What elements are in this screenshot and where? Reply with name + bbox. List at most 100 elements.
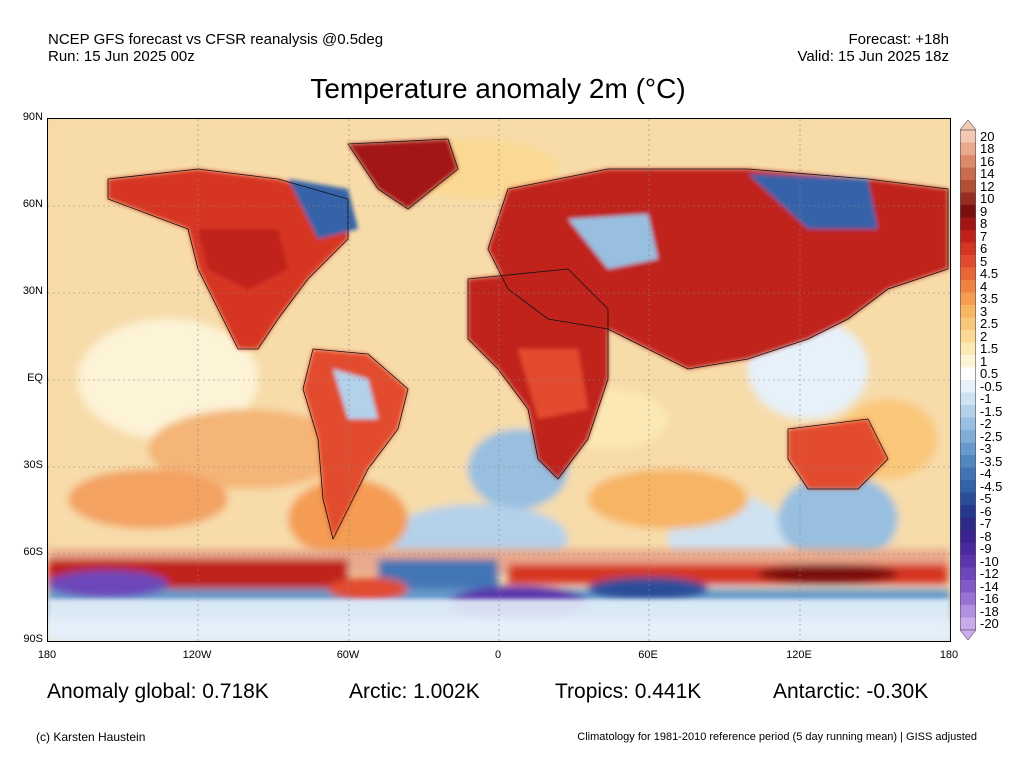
graticule bbox=[48, 119, 950, 641]
colorbar-label: 14 bbox=[980, 166, 995, 182]
colorbar-label: 9 bbox=[980, 203, 988, 219]
colorbar-bin bbox=[960, 130, 976, 143]
colorbar-label: 2.5 bbox=[980, 316, 999, 332]
colorbar-label: 2 bbox=[980, 328, 988, 344]
colorbar-bin bbox=[960, 217, 976, 231]
model-description: NCEP GFS forecast vs CFSR reanalysis @0.… bbox=[48, 31, 384, 48]
colorbar-label: 10 bbox=[980, 191, 995, 207]
anomaly-map bbox=[47, 118, 951, 642]
credit: (c) Karsten Haustein bbox=[36, 730, 146, 744]
lat-label-60n: 60N bbox=[22, 198, 43, 210]
lat-label-30s: 30S bbox=[23, 459, 43, 471]
colorbar bbox=[960, 120, 976, 640]
colorbar-label: -2.5 bbox=[980, 428, 1003, 444]
land-anomaly-field bbox=[48, 139, 950, 641]
lat-label-eq: EQ bbox=[27, 372, 43, 384]
colorbar-label: 0.5 bbox=[980, 366, 999, 382]
lat-label-30n: 30N bbox=[22, 285, 43, 297]
colorbar-bin bbox=[960, 592, 976, 606]
colorbar-label: -6 bbox=[980, 503, 992, 519]
lon-label-120w: 120W bbox=[182, 649, 212, 661]
colorbar-bin bbox=[960, 342, 976, 356]
colorbar-bin bbox=[960, 292, 976, 306]
colorbar-label: -20 bbox=[980, 616, 999, 632]
colorbar-bin bbox=[960, 367, 976, 381]
colorbar-label: -18 bbox=[980, 603, 999, 619]
colorbar-bin bbox=[960, 242, 976, 256]
colorbar-bin bbox=[960, 267, 976, 281]
colorbar-bin bbox=[960, 205, 976, 218]
colorbar-label: 16 bbox=[980, 153, 995, 169]
colorbar-label: 1.5 bbox=[980, 341, 999, 357]
lat-label-90n: 90N bbox=[22, 111, 43, 123]
colorbar-bin bbox=[960, 280, 976, 293]
colorbar-label: 3 bbox=[980, 303, 988, 319]
colorbar-bin bbox=[960, 467, 976, 481]
colorbar-label: 4 bbox=[980, 278, 988, 294]
colorbar-bin bbox=[960, 155, 976, 168]
colorbar-bin bbox=[960, 430, 976, 443]
colorbar-bin bbox=[960, 142, 976, 156]
climatology-note: Climatology for 1981-2010 reference peri… bbox=[577, 731, 977, 743]
colorbar-label: 18 bbox=[980, 141, 995, 157]
colorbar-label: -1.5 bbox=[980, 403, 1003, 419]
colorbar-label: 3.5 bbox=[980, 291, 999, 307]
colorbar-bin bbox=[960, 542, 976, 556]
colorbar-bin bbox=[960, 417, 976, 431]
lon-label-60w: 60W bbox=[336, 649, 360, 661]
colorbar-bin bbox=[960, 455, 976, 468]
colorbar-label: 6 bbox=[980, 241, 988, 257]
forecast-info: Forecast: +18h Valid: 15 Jun 2025 18z bbox=[797, 31, 949, 65]
stat-antarctic: Antarctic: -0.30K bbox=[773, 680, 929, 703]
colorbar-bin bbox=[960, 330, 976, 343]
anomaly-map-canvas bbox=[48, 119, 950, 641]
colorbar-label: -1 bbox=[980, 391, 992, 407]
lon-label-0: 0 bbox=[494, 649, 502, 661]
colorbar-bin bbox=[960, 392, 976, 406]
colorbar-label: -4 bbox=[980, 466, 992, 482]
colorbar-min-arrow bbox=[960, 629, 976, 640]
colorbar-label: -9 bbox=[980, 541, 992, 557]
colorbar-label: -3.5 bbox=[980, 453, 1003, 469]
forecast-lead: Forecast: +18h bbox=[848, 31, 949, 48]
colorbar-label: 4.5 bbox=[980, 266, 999, 282]
colorbar-label: -14 bbox=[980, 578, 999, 594]
colorbar-bin bbox=[960, 480, 976, 493]
colorbar-bin bbox=[960, 517, 976, 531]
stat-arctic: Arctic: 1.002K bbox=[349, 680, 480, 703]
colorbar-label: 1 bbox=[980, 353, 988, 369]
colorbar-bin bbox=[960, 580, 976, 593]
colorbar-bin bbox=[960, 230, 976, 243]
colorbar-label: -2 bbox=[980, 416, 992, 432]
lon-label-180w: 180 bbox=[37, 649, 57, 661]
lon-label-60e: 60E bbox=[638, 649, 658, 661]
colorbar-label: -12 bbox=[980, 566, 999, 582]
colorbar-label: 20 bbox=[980, 128, 995, 144]
colorbar-bin bbox=[960, 405, 976, 418]
colorbar-label: -10 bbox=[980, 553, 999, 569]
colorbar-bin bbox=[960, 380, 976, 393]
stat-tropics: Tropics: 0.441K bbox=[555, 680, 702, 703]
colorbar-bin bbox=[960, 605, 976, 618]
colorbar-bin bbox=[960, 355, 976, 368]
colorbar-label: 7 bbox=[980, 228, 988, 244]
lat-label-60s: 60S bbox=[23, 546, 43, 558]
colorbar-bin bbox=[960, 492, 976, 506]
map-title: Temperature anomaly 2m (°C) bbox=[310, 73, 686, 104]
colorbar-label: -16 bbox=[980, 591, 999, 607]
coastlines bbox=[107, 138, 949, 541]
colorbar-bin bbox=[960, 442, 976, 456]
colorbar-label: -7 bbox=[980, 516, 992, 532]
colorbar-bin bbox=[960, 505, 976, 518]
colorbar-label: -4.5 bbox=[980, 478, 1003, 494]
stat-global: Anomaly global: 0.718K bbox=[47, 680, 269, 703]
colorbar-bin bbox=[960, 530, 976, 543]
lon-label-120e: 120E bbox=[786, 649, 812, 661]
colorbar-label: 12 bbox=[980, 178, 995, 194]
colorbar-label: -0.5 bbox=[980, 378, 1003, 394]
colorbar-label: 5 bbox=[980, 253, 988, 269]
run-time: Run: 15 Jun 2025 00z bbox=[48, 48, 195, 65]
colorbar-label: 8 bbox=[980, 216, 988, 232]
lon-label-180e: 180 bbox=[939, 649, 959, 661]
colorbar-bin bbox=[960, 567, 976, 581]
